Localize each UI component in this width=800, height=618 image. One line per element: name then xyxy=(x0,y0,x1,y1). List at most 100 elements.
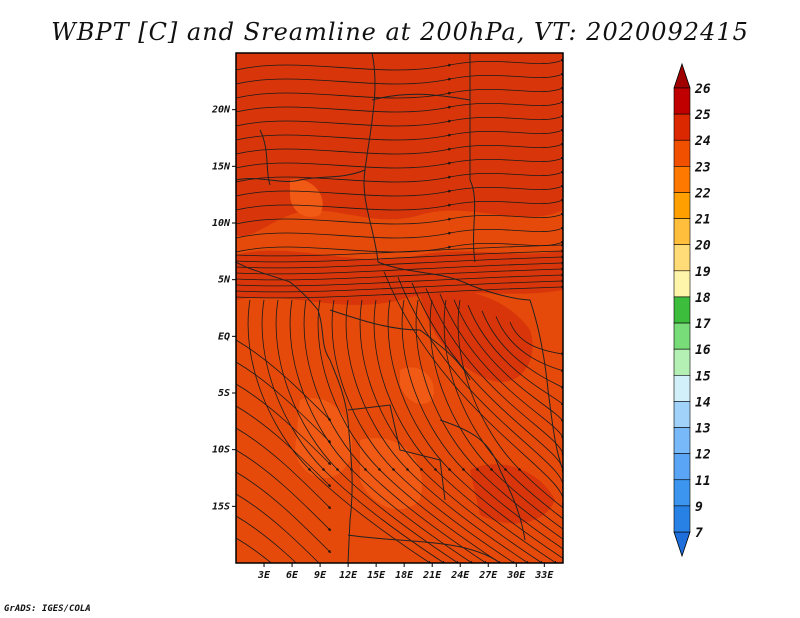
streamline xyxy=(453,299,563,423)
colorbar-label: 12 xyxy=(695,448,711,463)
colorbar-segment xyxy=(673,427,691,454)
streamline xyxy=(236,267,563,281)
latitude-axis: 20N 15N 10N 5N EQ 5S 10S 15S xyxy=(211,105,236,512)
streamline xyxy=(236,285,563,299)
lat-tick-label: 10N xyxy=(212,218,231,229)
streamline xyxy=(236,129,563,141)
cool-patch-4 xyxy=(290,179,323,218)
streamline xyxy=(236,73,563,85)
streamline xyxy=(236,361,332,444)
lat-tick-label: 10S xyxy=(212,445,230,456)
border-south-3 xyxy=(347,534,501,563)
streamline xyxy=(439,293,563,440)
lon-tick-label: 3E xyxy=(257,570,271,581)
colorbar-segment xyxy=(673,322,691,350)
border-south-2 xyxy=(439,419,526,541)
chart-title: WBPT [C] and Sreamline at 200hPa, VT: 20… xyxy=(51,18,749,46)
warm-region-north xyxy=(236,53,563,236)
colorbar-label: 25 xyxy=(694,108,711,123)
streamline xyxy=(509,321,563,356)
colorbar-segment xyxy=(673,296,691,324)
lon-tick-label: 21E xyxy=(422,570,442,581)
streamline xyxy=(397,277,563,490)
border-north-1 xyxy=(363,53,379,263)
colorbar-segment xyxy=(673,166,691,193)
lat-tick-label: 15S xyxy=(212,501,230,512)
country-borders xyxy=(236,53,563,563)
streamline xyxy=(411,282,563,474)
streamline xyxy=(236,185,563,197)
colorbar-label: 7 xyxy=(695,526,703,541)
streamline xyxy=(236,383,332,466)
colorbar-label: 21 xyxy=(694,213,711,228)
colorbar-label: 11 xyxy=(695,474,711,489)
map-panel xyxy=(235,52,564,564)
streamline xyxy=(236,199,563,211)
colorbar-label: 9 xyxy=(695,500,703,515)
streamline xyxy=(467,305,563,406)
colorbar-segment xyxy=(673,348,691,376)
lon-tick-label: 24E xyxy=(450,570,470,581)
streamline xyxy=(236,143,563,155)
border-east-coast xyxy=(529,299,563,471)
lon-tick-label: 12E xyxy=(339,570,358,581)
lat-tick-label: 5S xyxy=(218,388,230,399)
streamline xyxy=(236,405,332,488)
colorbar-label: 23 xyxy=(694,160,711,175)
colorbar: 7 9 11 12 13 14 15 16 17 18 19 20 21 22 23 24 25 26 xyxy=(673,62,711,558)
streamline xyxy=(236,255,563,269)
border-south-1 xyxy=(347,404,446,501)
colorbar-segment xyxy=(673,218,691,246)
colorbar-segment xyxy=(673,453,691,481)
streamline xyxy=(236,243,563,257)
lon-tick-label: 18E xyxy=(395,570,414,581)
colorbar-label: 24 xyxy=(694,134,711,149)
streamline xyxy=(429,299,563,563)
colorbar-segment xyxy=(673,401,691,428)
lon-tick-label: 6E xyxy=(286,570,299,581)
colorbar-label: 22 xyxy=(694,186,711,201)
lon-tick-label: 27E xyxy=(478,570,498,581)
lat-tick-label: EQ xyxy=(218,331,230,342)
colorbar-label: 18 xyxy=(695,291,711,306)
colorbar-segment xyxy=(673,113,691,141)
streamlines xyxy=(236,59,563,563)
colorbar-label: 13 xyxy=(695,422,711,437)
streamline xyxy=(236,241,563,253)
streamline xyxy=(457,299,563,563)
lat-tick-label: 15N xyxy=(212,161,231,172)
streamline xyxy=(236,115,563,127)
streamline xyxy=(236,449,332,532)
border-north-3 xyxy=(371,93,471,101)
colorbar-segment xyxy=(673,192,691,219)
colorbar-label: 20 xyxy=(694,239,711,254)
coastline-west xyxy=(236,261,353,563)
streamline xyxy=(236,493,320,563)
map-frame xyxy=(235,52,564,564)
border-west-mid xyxy=(259,129,271,186)
colorbar-segment xyxy=(673,87,691,115)
streamline xyxy=(443,299,563,563)
streamline xyxy=(236,59,563,71)
colorbar-label: 17 xyxy=(695,317,711,332)
colorbar-label: 26 xyxy=(694,82,711,97)
cool-patch-3 xyxy=(400,367,434,405)
colorbar-segment xyxy=(673,139,691,167)
lon-tick-label: 30E xyxy=(506,570,526,581)
colorbar-label: 16 xyxy=(695,343,711,358)
streamline xyxy=(236,427,332,510)
grads-credit: GrADS: IGES/COLA xyxy=(4,604,91,614)
colorbar-min-triangle xyxy=(673,531,691,558)
border-mid-2 xyxy=(329,309,471,381)
streamline xyxy=(236,515,297,563)
lon-tick-label: 15E xyxy=(367,570,386,581)
streamline xyxy=(236,261,563,275)
streamline xyxy=(236,171,563,183)
streamline xyxy=(495,316,563,372)
lat-tick-label: 20N xyxy=(211,105,231,116)
lat-tick-label: 5N xyxy=(218,275,231,286)
longitude-axis: 3E 6E 9E 12E 15E 18E 21E 24E 27E 30E 33E xyxy=(257,563,554,581)
colorbar-max-triangle xyxy=(673,62,691,89)
streamline xyxy=(236,227,563,239)
